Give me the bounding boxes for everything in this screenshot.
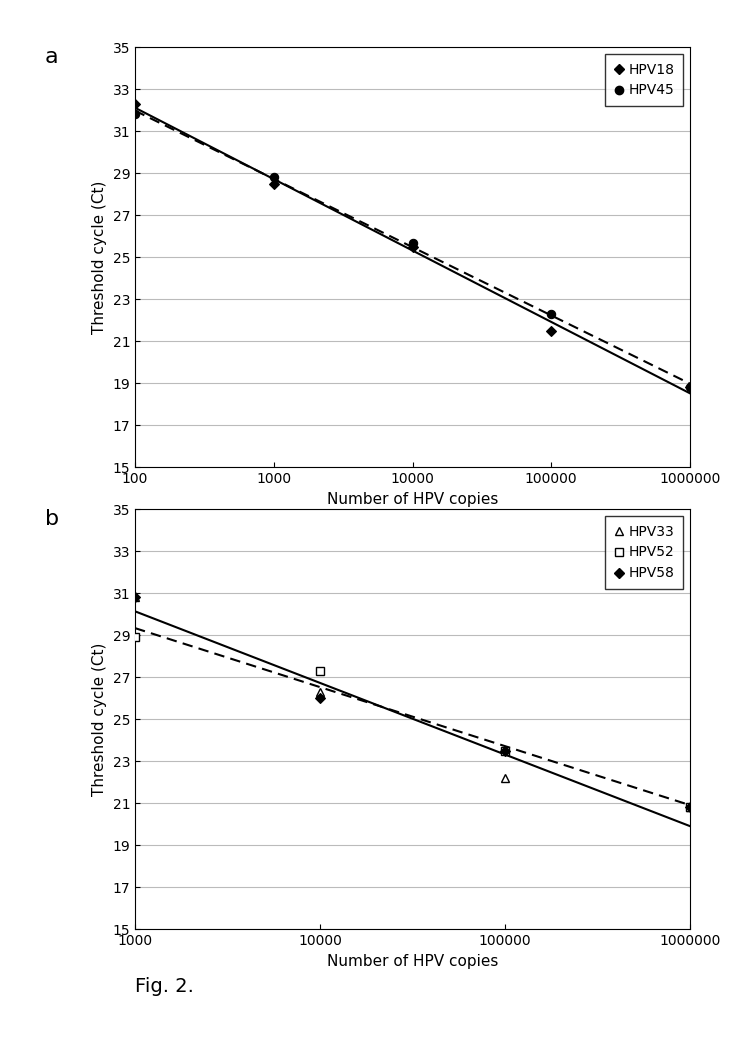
Y-axis label: Threshold cycle (Ct): Threshold cycle (Ct)	[92, 643, 106, 796]
X-axis label: Number of HPV copies: Number of HPV copies	[327, 953, 498, 969]
Text: Fig. 2.: Fig. 2.	[135, 978, 194, 996]
Text: b: b	[45, 509, 59, 529]
Legend: HPV18, HPV45: HPV18, HPV45	[605, 55, 683, 106]
X-axis label: Number of HPV copies: Number of HPV copies	[327, 491, 498, 507]
Legend: HPV33, HPV52, HPV58: HPV33, HPV52, HPV58	[605, 517, 683, 589]
Y-axis label: Threshold cycle (Ct): Threshold cycle (Ct)	[92, 181, 106, 334]
Text: a: a	[45, 47, 58, 67]
